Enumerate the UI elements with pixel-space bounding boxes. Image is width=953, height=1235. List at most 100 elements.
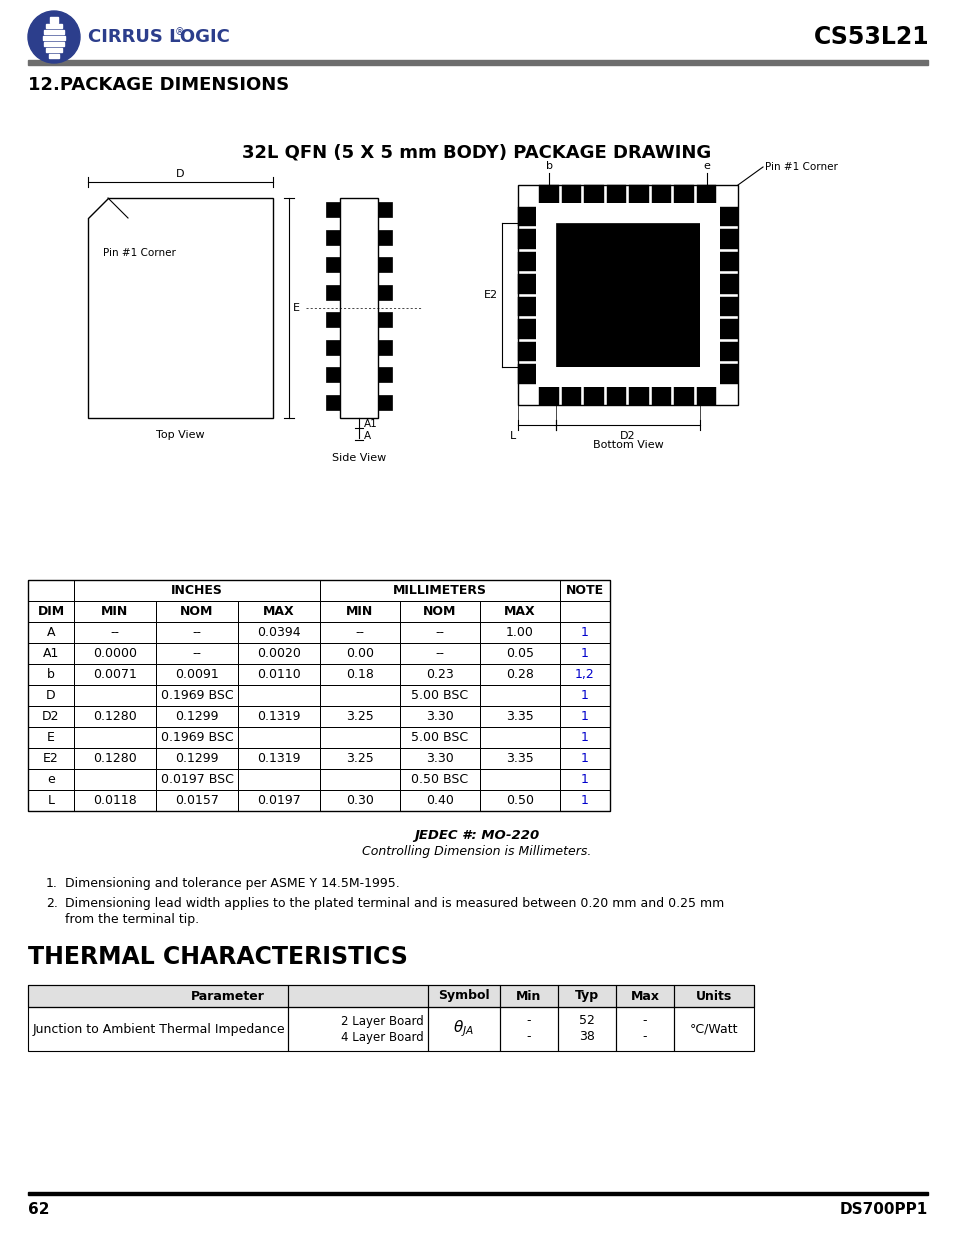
Text: 1: 1 (580, 731, 588, 743)
Bar (156, 601, 237, 622)
Text: 1: 1 (580, 689, 588, 701)
Bar (673, 986, 753, 1007)
Bar (156, 790, 237, 811)
Text: --: -- (435, 626, 444, 638)
Text: 0.0110: 0.0110 (257, 668, 300, 680)
Bar (46, 48, 62, 52)
Bar (536, 224, 556, 367)
Bar (377, 257, 392, 272)
Text: Pin #1 Corner: Pin #1 Corner (103, 248, 175, 258)
Text: L: L (48, 794, 54, 806)
Bar (377, 367, 392, 383)
Text: 1: 1 (580, 773, 588, 785)
Bar (584, 185, 603, 203)
Bar (399, 706, 479, 727)
Bar (479, 727, 559, 748)
Bar (499, 986, 558, 1007)
Bar (28, 1192, 927, 1194)
Bar (606, 185, 626, 203)
Text: 1: 1 (580, 710, 588, 722)
Bar (517, 252, 536, 270)
Text: 0.1969 BSC: 0.1969 BSC (160, 731, 233, 743)
Text: 0.00: 0.00 (346, 647, 374, 659)
Bar (377, 203, 392, 217)
Bar (326, 340, 339, 354)
Bar (479, 685, 559, 706)
Text: 32L QFN (5 X 5 mm BODY) PACKAGE DRAWING: 32L QFN (5 X 5 mm BODY) PACKAGE DRAWING (242, 143, 711, 161)
Bar (720, 206, 738, 226)
Text: 38: 38 (578, 1030, 595, 1044)
Bar (399, 790, 479, 811)
Bar (319, 643, 399, 664)
Text: MIN: MIN (101, 605, 129, 618)
Bar (428, 1007, 499, 1051)
Bar (559, 769, 609, 790)
Text: 5.00 BSC: 5.00 BSC (411, 731, 468, 743)
Bar (559, 622, 609, 643)
Bar (326, 367, 339, 383)
Bar (28, 790, 74, 811)
Bar (377, 230, 392, 245)
Bar (399, 685, 479, 706)
Text: -: - (526, 1014, 531, 1028)
Bar (319, 685, 399, 706)
Bar (616, 986, 673, 1007)
Bar (559, 706, 609, 727)
Bar (156, 622, 237, 643)
Bar (46, 23, 62, 28)
Text: E2: E2 (43, 752, 59, 764)
Text: -: - (642, 1030, 646, 1044)
Bar (156, 769, 237, 790)
Bar (674, 185, 693, 203)
Bar (536, 203, 720, 224)
Text: 1.: 1. (46, 877, 58, 890)
Text: E: E (47, 731, 55, 743)
Bar (559, 664, 609, 685)
Text: 12.PACKAGE DIMENSIONS: 12.PACKAGE DIMENSIONS (28, 77, 289, 94)
Text: b: b (545, 161, 552, 170)
Text: Dimensioning lead width applies to the plated terminal and is measured between 0: Dimensioning lead width applies to the p… (65, 897, 723, 910)
Bar (399, 769, 479, 790)
Text: 52: 52 (578, 1014, 595, 1028)
Bar (720, 274, 738, 294)
Bar (74, 580, 319, 601)
Text: 0.23: 0.23 (426, 668, 454, 680)
Bar (479, 601, 559, 622)
Text: 3.25: 3.25 (346, 710, 374, 722)
Text: D: D (46, 689, 56, 701)
Bar (237, 769, 319, 790)
Bar (399, 622, 479, 643)
Bar (399, 643, 479, 664)
Bar (319, 727, 399, 748)
Bar (326, 257, 339, 272)
Text: 0.0197: 0.0197 (257, 794, 300, 806)
Bar (651, 387, 671, 405)
Text: 1: 1 (580, 794, 588, 806)
Text: 0.05: 0.05 (505, 647, 534, 659)
Text: 0.18: 0.18 (346, 668, 374, 680)
Bar (499, 1007, 558, 1051)
Text: D: D (176, 169, 185, 179)
Bar (559, 685, 609, 706)
Text: L: L (509, 431, 516, 441)
Text: Bottom View: Bottom View (592, 440, 662, 450)
Text: 1: 1 (580, 752, 588, 764)
Bar (28, 601, 74, 622)
Bar (156, 706, 237, 727)
Bar (74, 769, 156, 790)
Text: e: e (702, 161, 709, 170)
Bar (720, 296, 738, 316)
Bar (319, 580, 559, 601)
Bar (517, 296, 536, 316)
Polygon shape (88, 198, 273, 417)
Bar (237, 727, 319, 748)
Bar (74, 622, 156, 643)
Bar (44, 42, 64, 46)
Bar (479, 748, 559, 769)
Bar (28, 986, 753, 1007)
Text: --: -- (193, 647, 201, 659)
Bar (28, 61, 927, 65)
Text: 1.00: 1.00 (505, 626, 534, 638)
Text: 0.1280: 0.1280 (93, 752, 136, 764)
Bar (74, 748, 156, 769)
